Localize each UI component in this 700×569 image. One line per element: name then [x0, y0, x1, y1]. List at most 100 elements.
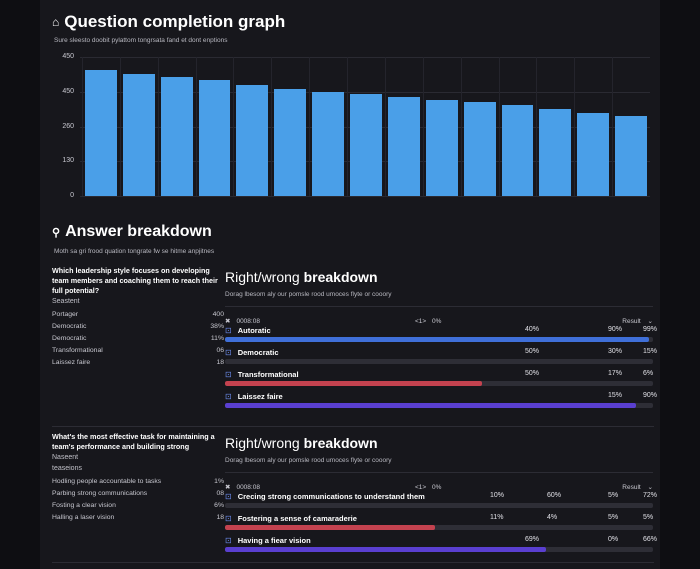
answer-stat: 17%	[608, 370, 623, 377]
result-dropdown[interactable]: Result ⌄	[622, 318, 653, 325]
y-tick-label: 450	[62, 87, 74, 95]
answer-label: Transformational	[237, 370, 299, 379]
result-dropdown[interactable]: Result ⌄	[622, 484, 653, 491]
answer-row[interactable]: ⊡ Laissez faire 15% 90%	[225, 392, 657, 414]
option-row: Democratic 11%	[52, 333, 224, 345]
answer-stat: 6%	[643, 370, 654, 377]
option-value: 38%	[210, 323, 224, 330]
gridline	[498, 57, 500, 196]
answer-label: Crecing strong communications to underst…	[237, 492, 425, 501]
question-section: Seastent	[52, 298, 80, 305]
breakdown-header: ✖ 0008:08 <1> 0% Result ⌄	[225, 472, 653, 492]
answer-row[interactable]: ⊡ Autoratic 40% 90% 99%	[225, 326, 657, 348]
check-icon: ⊡	[225, 326, 232, 335]
bar[interactable]	[274, 88, 307, 196]
timer: 0008:08	[236, 483, 260, 491]
option-label: Transformational	[52, 347, 103, 354]
answer-progress-bar	[225, 503, 653, 508]
bar[interactable]	[387, 96, 420, 196]
answers-subtitle: Moth sa gri frood quation tongrate fw se…	[54, 248, 215, 255]
answers-title: ⚲ Answer breakdown	[52, 223, 212, 240]
answer-progress-fill	[225, 547, 546, 552]
answer-stat: 66%	[643, 536, 658, 543]
bar[interactable]	[312, 91, 345, 196]
link-icon: ⊡	[225, 536, 232, 545]
answer-progress-bar	[225, 337, 653, 342]
bar[interactable]	[577, 112, 610, 196]
answer-progress-bar	[225, 525, 653, 530]
link-icon: ⊡	[225, 392, 232, 401]
answer-progress-bar	[225, 381, 653, 386]
pager[interactable]: <1> 0%	[415, 317, 442, 325]
answer-stat: 4%	[547, 514, 558, 521]
answer-label: Democratic	[237, 348, 279, 357]
gridline	[80, 91, 650, 93]
answer-row[interactable]: ⊡ Fostering a sense of camaraderie 11% 4% 5%…	[225, 514, 653, 536]
bar[interactable]	[85, 70, 117, 196]
gridline	[422, 57, 424, 196]
breakdown-subtitle: Dorag lbesom aly our pomsle rood umoces …	[225, 457, 392, 464]
link-icon: ⊡	[225, 370, 232, 379]
option-label: Fosting a clear vision	[52, 502, 116, 509]
answer-progress-fill	[225, 403, 636, 408]
y-tick-label: 0	[70, 192, 74, 199]
answer-progress-bar	[225, 547, 653, 552]
gridline	[574, 57, 576, 196]
breakdown-title: Right/wrong breakdown	[225, 435, 378, 451]
answer-stat: 40%	[525, 326, 540, 333]
option-row: Transformational 06	[52, 345, 224, 357]
option-value: 06	[216, 347, 224, 354]
bar[interactable]	[615, 116, 647, 196]
link-icon: ⊡	[225, 492, 232, 501]
bar[interactable]	[425, 100, 458, 196]
option-label: Halling a laser vision	[52, 514, 115, 521]
answer-row[interactable]: ⊡ Having a fiear vision 69% 0% 66%	[225, 536, 657, 558]
answer-stat: 30%	[608, 348, 623, 355]
answer-row[interactable]: ⊡ Transformational 50% 17% 6%	[225, 370, 653, 392]
gridline	[271, 57, 273, 196]
answer-row[interactable]: ⊡ Democratic 50% 30% 15%	[225, 348, 657, 370]
answer-label: Laissez faire	[237, 392, 283, 401]
option-value: 18	[216, 514, 224, 521]
option-row: Portager 400	[52, 309, 224, 321]
link-icon: ⊡	[225, 514, 232, 523]
answer-row[interactable]: ⊡ Crecing strong communications to unders…	[225, 492, 657, 514]
bar[interactable]	[236, 84, 269, 196]
completion-title: ⌂ Question completion graph	[52, 12, 286, 31]
answer-stat: 5%	[608, 492, 619, 499]
bar[interactable]	[539, 108, 572, 196]
bar[interactable]	[463, 101, 496, 196]
bar[interactable]	[350, 93, 382, 196]
option-row: Hodling people accountable to tasks 1%	[52, 476, 224, 488]
option-label: Hodling people accountable to tasks	[52, 478, 162, 485]
question-text: Which leadership style focuses on develo…	[52, 266, 218, 295]
close-icon[interactable]: ✖	[225, 484, 231, 491]
gridline	[195, 57, 197, 196]
option-value: 6%	[214, 502, 224, 509]
gridline	[157, 57, 159, 196]
breakdown-header: ✖ 0008:08 <1> 0% Result ⌄	[225, 306, 653, 326]
bar[interactable]	[160, 77, 193, 196]
answer-stat: 5%	[608, 514, 619, 521]
bar[interactable]	[122, 74, 155, 196]
bar[interactable]	[501, 105, 534, 196]
gridline	[80, 57, 650, 58]
answer-stat: 50%	[525, 348, 540, 355]
option-row: Laissez faire 18	[52, 357, 224, 369]
bulb-icon: ⚲	[52, 226, 61, 239]
answer-label: Having a fiear vision	[237, 536, 311, 545]
gridline	[119, 57, 121, 196]
bar[interactable]	[198, 80, 231, 196]
divider	[52, 562, 654, 563]
answer-stat: 15%	[608, 392, 623, 399]
answer-stat: 90%	[608, 326, 623, 333]
answer-progress-fill	[225, 381, 482, 386]
gridline	[347, 57, 349, 196]
close-icon[interactable]: ✖	[225, 318, 231, 325]
option-row: Fosting a clear vision 6%	[52, 500, 224, 512]
answer-stat: 69%	[525, 536, 540, 543]
option-row: Parbing strong communications 08	[52, 488, 224, 500]
gridline	[612, 57, 614, 196]
pager[interactable]: <1> 0%	[415, 483, 442, 491]
option-value: 08	[216, 490, 224, 497]
